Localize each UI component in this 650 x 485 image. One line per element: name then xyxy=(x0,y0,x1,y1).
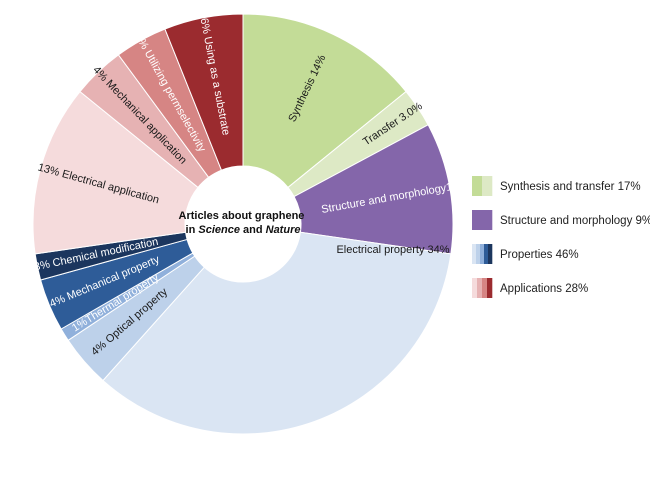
slice-substrate xyxy=(164,13,244,171)
slice-label-electrical-property: Electrical property 34% xyxy=(336,244,449,256)
center-title-prefix: in xyxy=(186,224,199,236)
legend-label-structure-and-morphology: Structure and morphology 9% xyxy=(500,215,650,227)
center-title-nature: Nature xyxy=(266,224,301,236)
legend-swatch-applications xyxy=(487,278,493,298)
legend-item-synthesis-and-transfer: Synthesis and transfer 17% xyxy=(472,176,641,196)
legend-swatch-properties xyxy=(484,244,489,264)
legend-swatch-applications xyxy=(482,278,488,298)
legend-item-structure-and-morphology: Structure and morphology 9% xyxy=(472,210,650,230)
legend-label-synthesis-and-transfer: Synthesis and transfer 17% xyxy=(500,181,641,193)
center-title-science: Science xyxy=(198,224,240,236)
slice-structure xyxy=(293,124,454,255)
slice-synthesis xyxy=(242,13,407,189)
legend-swatch-properties xyxy=(488,244,493,264)
legend-swatch-synthesis-and-transfer xyxy=(472,176,483,196)
donut-slices xyxy=(32,13,454,435)
legend-swatch-properties xyxy=(476,244,481,264)
legend-item-applications: Applications 28% xyxy=(472,278,588,298)
legend-swatch-properties xyxy=(480,244,485,264)
slice-electrical-property xyxy=(102,231,452,435)
center-title-and: and xyxy=(240,224,266,236)
center-title-line1: Articles about graphene xyxy=(179,210,305,222)
legend: Synthesis and transfer 17% Structure and … xyxy=(472,176,650,298)
legend-swatch-properties xyxy=(472,244,477,264)
center-title: Articles about graphene in Science and N… xyxy=(179,210,308,236)
legend-swatch-applications xyxy=(477,278,483,298)
legend-label-properties: Properties 46% xyxy=(500,249,579,261)
legend-label-applications: Applications 28% xyxy=(500,283,588,295)
legend-swatch-applications xyxy=(472,278,478,298)
slice-electrical-application xyxy=(32,90,199,255)
legend-swatch-synthesis-and-transfer xyxy=(482,176,493,196)
center-title-line2: in Science and Nature xyxy=(186,224,301,236)
legend-item-properties: Properties 46% xyxy=(472,244,579,264)
legend-swatch-structure-and-morphology xyxy=(472,210,493,230)
